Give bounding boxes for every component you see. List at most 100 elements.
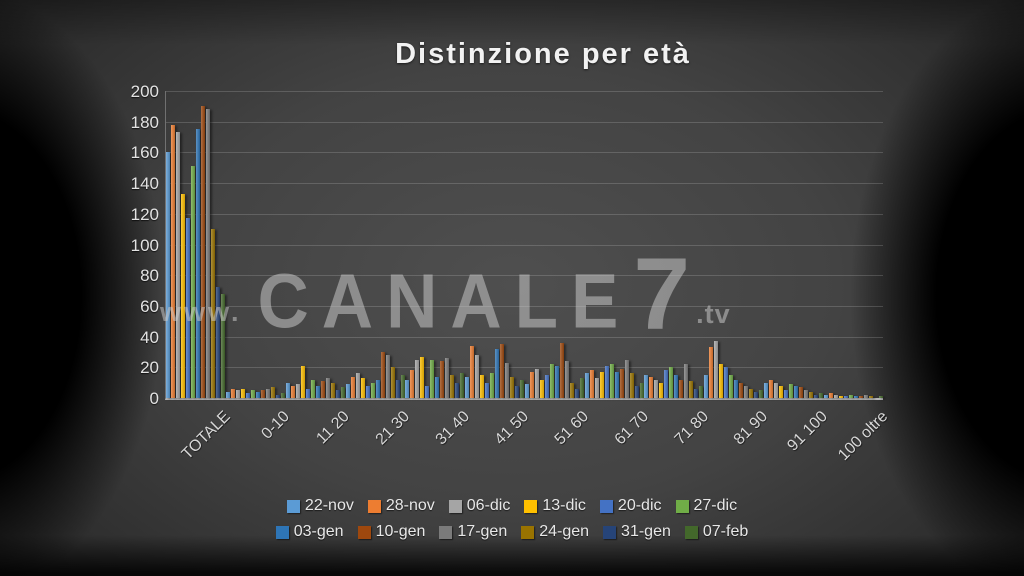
bar: [455, 383, 460, 398]
bar: [574, 389, 579, 398]
bar: [345, 384, 350, 398]
legend-item: 20-dic: [599, 497, 662, 515]
bar: [689, 381, 694, 398]
bar: [569, 383, 574, 398]
bar: [619, 369, 624, 398]
gridline: [166, 244, 883, 246]
bar: [594, 378, 599, 398]
y-tick-label: 120: [130, 204, 159, 224]
bar: [300, 366, 305, 398]
bar: [485, 383, 490, 398]
legend-label: 07-feb: [702, 523, 749, 540]
x-tick-label: 41 50: [492, 408, 533, 449]
legend-item: 13-dic: [524, 497, 586, 515]
bar: [679, 380, 684, 398]
bar: [868, 396, 873, 398]
legend-swatch: [286, 499, 300, 513]
bar: [744, 386, 749, 398]
gridline: [166, 121, 883, 123]
bar: [266, 389, 271, 398]
legend-swatch: [524, 499, 538, 513]
bar: [320, 381, 325, 398]
bar: [231, 389, 236, 398]
bar: [465, 377, 470, 398]
legend-swatch: [675, 499, 689, 513]
bar: [793, 386, 798, 398]
legend-label: 06-dic: [466, 497, 511, 514]
bar: [838, 396, 843, 398]
legend-swatch: [357, 525, 371, 539]
legend-label: 03-gen: [293, 523, 344, 540]
bar: [778, 386, 783, 398]
bar: [515, 386, 520, 398]
legend-item: 10-gen: [357, 523, 426, 541]
bar: [166, 152, 171, 398]
gridline: [166, 152, 883, 154]
legend-swatch: [448, 499, 462, 513]
legend-label: 22-nov: [304, 497, 354, 514]
x-tick-label: TOTALE: [178, 408, 234, 463]
bar: [639, 383, 644, 398]
bar: [305, 389, 310, 398]
legend-label: 20-dic: [617, 497, 662, 514]
bar: [480, 375, 485, 398]
x-tick-label: 91 100: [784, 408, 832, 455]
chart-title: Distinzione per età: [395, 38, 691, 70]
bar: [181, 194, 186, 398]
bar: [629, 373, 634, 398]
bar: [335, 390, 340, 398]
bar: [609, 364, 614, 398]
y-tick-label: 80: [140, 266, 159, 286]
bar: [295, 384, 300, 398]
bar: [510, 377, 515, 398]
bar: [330, 383, 335, 398]
bar: [524, 384, 529, 398]
bar: [385, 355, 390, 398]
bar: [226, 392, 231, 398]
legend-item: 22-nov: [286, 497, 354, 515]
category-group: [166, 91, 226, 398]
bar: [584, 373, 589, 398]
bar: [773, 383, 778, 398]
y-tick-label: 100: [130, 235, 159, 255]
y-tick-label: 160: [130, 143, 159, 163]
bar: [754, 392, 759, 398]
x-tick-label: 51 60: [551, 408, 593, 449]
bar: [599, 372, 604, 398]
bar: [290, 386, 295, 398]
bar: [206, 109, 211, 398]
bar: [256, 392, 261, 398]
bar: [365, 386, 370, 398]
legend-label: 31-gen: [621, 523, 671, 540]
x-tick-label: 81 90: [731, 408, 772, 449]
bar: [420, 357, 425, 398]
legend-item: 24-gen: [521, 523, 589, 541]
bar: [211, 229, 216, 398]
legend-label: 10-gen: [375, 523, 426, 540]
bar: [853, 396, 858, 398]
legend-item: 27-dic: [675, 497, 737, 515]
bar: [644, 375, 649, 398]
legend-swatch: [599, 499, 613, 513]
bar: [251, 390, 256, 398]
legend-row: 22-nov 28-nov 06-dic 13-dic 20-dic 27-dic: [286, 497, 737, 515]
bar: [579, 378, 584, 398]
bar: [843, 396, 848, 398]
bar: [649, 377, 654, 398]
bar: [440, 361, 445, 398]
legend-swatch: [603, 525, 617, 539]
bar: [833, 395, 838, 398]
bar: [470, 346, 475, 398]
bar: [878, 396, 883, 398]
bar: [221, 294, 226, 398]
bar: [500, 344, 505, 398]
bar: [564, 361, 569, 398]
bar-groups: [166, 91, 883, 398]
bar: [534, 369, 539, 398]
bar: [739, 383, 744, 398]
bar: [614, 372, 619, 398]
bar: [788, 384, 793, 398]
legend-swatch: [439, 525, 453, 539]
legend-label: 24-gen: [539, 523, 590, 540]
